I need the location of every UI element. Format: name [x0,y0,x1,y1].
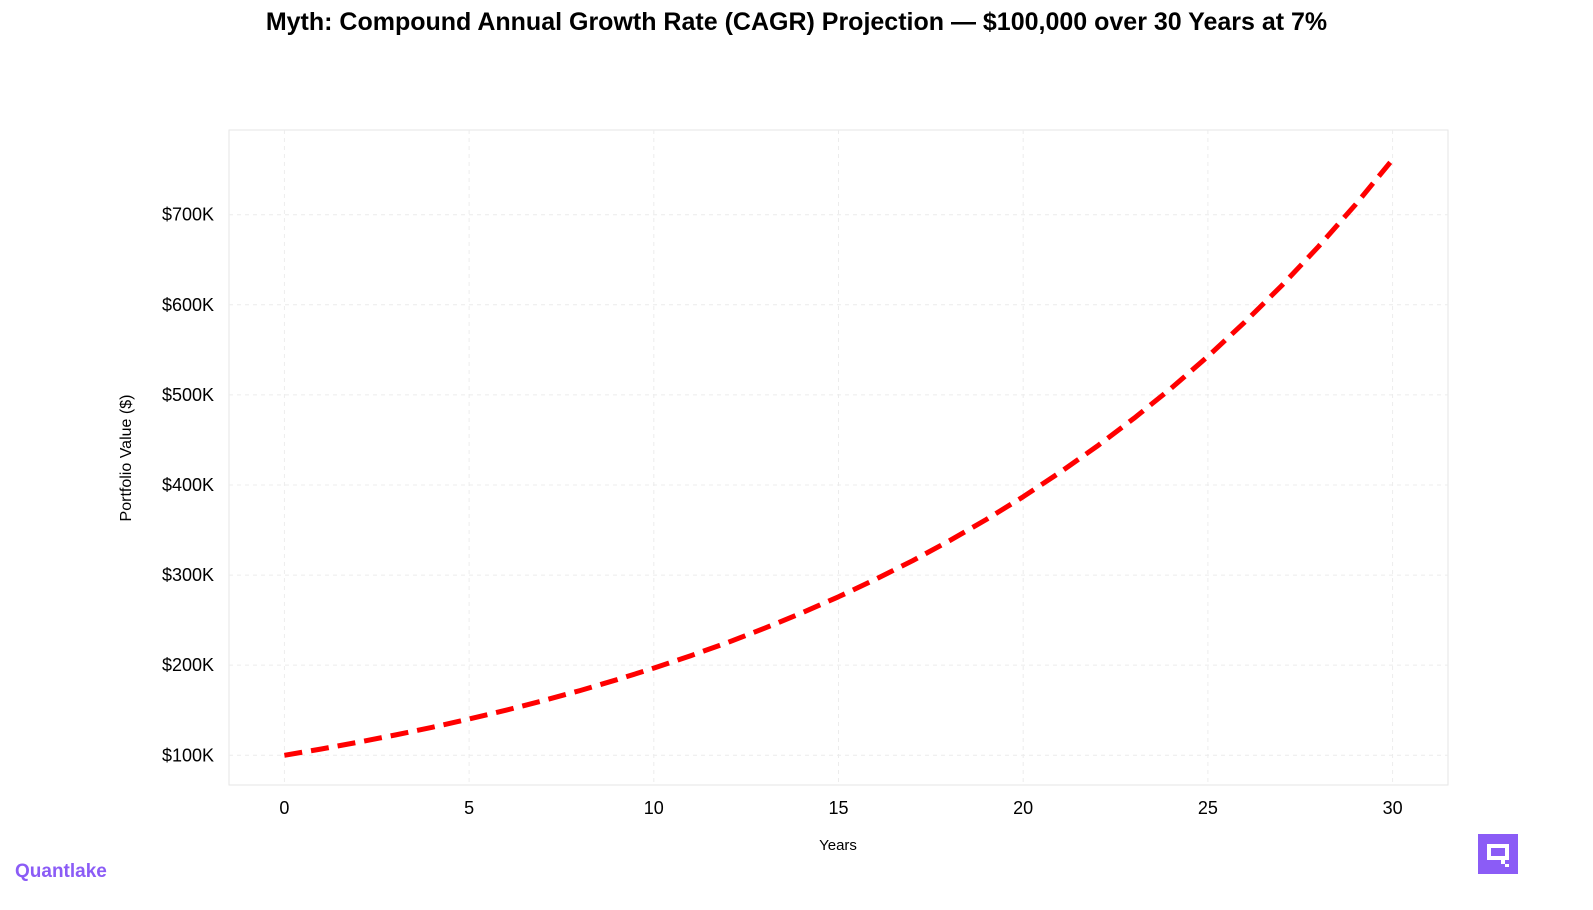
x-axis-label: Years [819,837,857,854]
y-tick-label: $400K [162,475,214,495]
y-tick-label: $700K [162,205,214,225]
brand-name: Quantlake [15,861,107,882]
x-tick-label: 20 [1013,798,1033,818]
series-line [283,157,1395,758]
x-tick-label: 30 [1383,798,1403,818]
y-axis-ticks: $100K $200K $300K $400K $500K $600K $700K [162,205,214,766]
x-tick-label: 15 [828,798,848,818]
y-tick-label: $100K [162,745,214,765]
x-tick-label: 5 [464,798,474,818]
y-tick-label: $500K [162,385,214,405]
y-tick-label: $600K [162,295,214,315]
chart-title: Myth: Compound Annual Growth Rate (CAGR)… [265,8,1328,36]
chat-bubble-icon[interactable] [1478,834,1518,874]
grid-lines [229,130,1448,785]
x-tick-label: 25 [1198,798,1218,818]
y-tick-label: $200K [162,655,214,675]
x-axis-ticks: 0 5 10 15 20 25 30 [279,798,1402,818]
y-axis-label: Portfolio Value ($) [118,395,135,522]
y-tick-label: $300K [162,565,214,585]
x-tick-label: 0 [279,798,289,818]
x-tick-label: 10 [644,798,664,818]
series-layer [283,157,1395,758]
